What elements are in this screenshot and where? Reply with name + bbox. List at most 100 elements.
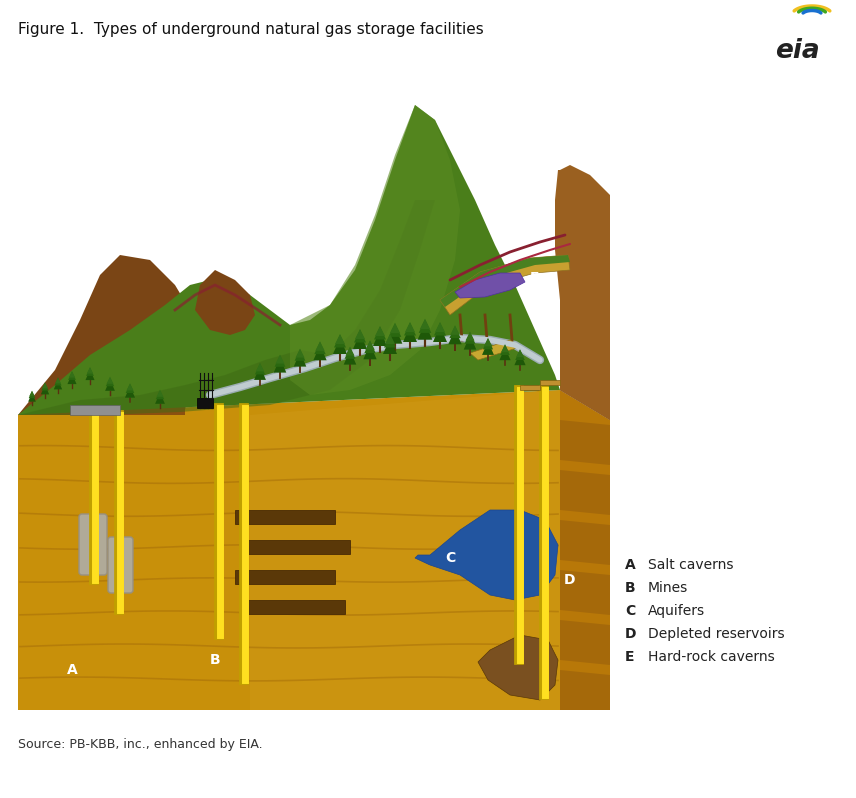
Polygon shape [373,330,387,346]
Polygon shape [500,345,510,355]
Text: Depleted reservoirs: Depleted reservoirs [648,627,785,641]
Bar [240,540,350,554]
Polygon shape [106,377,114,384]
Polygon shape [383,338,397,354]
Bar [197,398,213,408]
Polygon shape [125,386,135,397]
Polygon shape [440,255,570,307]
Polygon shape [389,323,401,337]
Text: D: D [625,627,637,641]
Polygon shape [516,350,524,358]
Polygon shape [366,340,375,350]
Polygon shape [54,380,62,389]
Text: A: A [67,663,77,677]
Polygon shape [29,391,35,396]
Polygon shape [255,363,265,374]
Polygon shape [404,322,416,335]
Polygon shape [514,353,526,365]
Polygon shape [156,390,164,399]
Polygon shape [478,635,558,700]
Polygon shape [374,326,386,339]
Text: D: D [564,573,576,587]
Bar [235,570,335,584]
Text: Aquifers: Aquifers [648,604,705,618]
Polygon shape [515,350,525,360]
Polygon shape [450,326,460,335]
Text: Mines: Mines [648,581,688,595]
Polygon shape [274,358,286,373]
Polygon shape [560,470,610,515]
Polygon shape [434,322,446,335]
Polygon shape [86,367,94,376]
Text: A: A [625,558,636,572]
Polygon shape [415,510,558,600]
Text: E: E [530,271,540,285]
Polygon shape [440,255,570,315]
Polygon shape [560,420,610,465]
Polygon shape [499,347,510,360]
Polygon shape [28,393,36,401]
Polygon shape [314,342,325,354]
Polygon shape [68,371,75,377]
Polygon shape [560,520,610,565]
Polygon shape [455,273,525,298]
Polygon shape [560,390,610,710]
Polygon shape [155,393,165,404]
Polygon shape [250,390,560,710]
Polygon shape [388,327,402,344]
Polygon shape [363,344,377,359]
Polygon shape [127,383,134,390]
Polygon shape [105,380,115,391]
Polygon shape [294,349,306,361]
Polygon shape [18,390,560,710]
Polygon shape [276,354,284,364]
Polygon shape [555,165,610,420]
Polygon shape [18,360,185,415]
Polygon shape [419,318,431,330]
Polygon shape [86,369,94,380]
Text: Hard-rock caverns: Hard-rock caverns [648,650,775,664]
Text: Salt caverns: Salt caverns [648,558,734,572]
Polygon shape [256,363,265,371]
Polygon shape [405,322,415,332]
Polygon shape [68,373,76,384]
Text: C: C [445,551,455,565]
Polygon shape [470,340,520,360]
Polygon shape [354,330,366,342]
Polygon shape [290,105,460,395]
Text: Source: PB-KBB, inc., enhanced by EIA.: Source: PB-KBB, inc., enhanced by EIA. [18,738,263,751]
Bar [70,405,120,415]
Polygon shape [344,350,356,365]
Polygon shape [334,334,346,347]
Polygon shape [355,329,365,339]
Polygon shape [313,345,327,361]
Polygon shape [560,570,610,615]
Polygon shape [464,335,476,350]
FancyBboxPatch shape [79,514,107,575]
Polygon shape [254,366,266,380]
Polygon shape [435,322,445,332]
Polygon shape [294,352,306,366]
Text: E: E [625,650,634,664]
Polygon shape [375,326,385,336]
Polygon shape [42,382,48,389]
Text: eia: eia [776,38,820,64]
Polygon shape [560,670,610,710]
Polygon shape [275,355,285,367]
Polygon shape [315,342,324,351]
Polygon shape [560,620,610,665]
Polygon shape [482,342,494,355]
Polygon shape [346,346,354,356]
Text: Figure 1.  Types of underground natural gas storage facilities: Figure 1. Types of underground natural g… [18,22,484,37]
Polygon shape [345,347,355,359]
Text: C: C [625,604,635,618]
Polygon shape [195,270,255,335]
Polygon shape [18,200,435,415]
Polygon shape [335,334,345,344]
Bar [540,380,560,385]
Polygon shape [41,385,49,394]
Polygon shape [68,371,76,380]
Polygon shape [483,338,493,350]
Polygon shape [384,334,396,347]
Polygon shape [295,349,305,358]
